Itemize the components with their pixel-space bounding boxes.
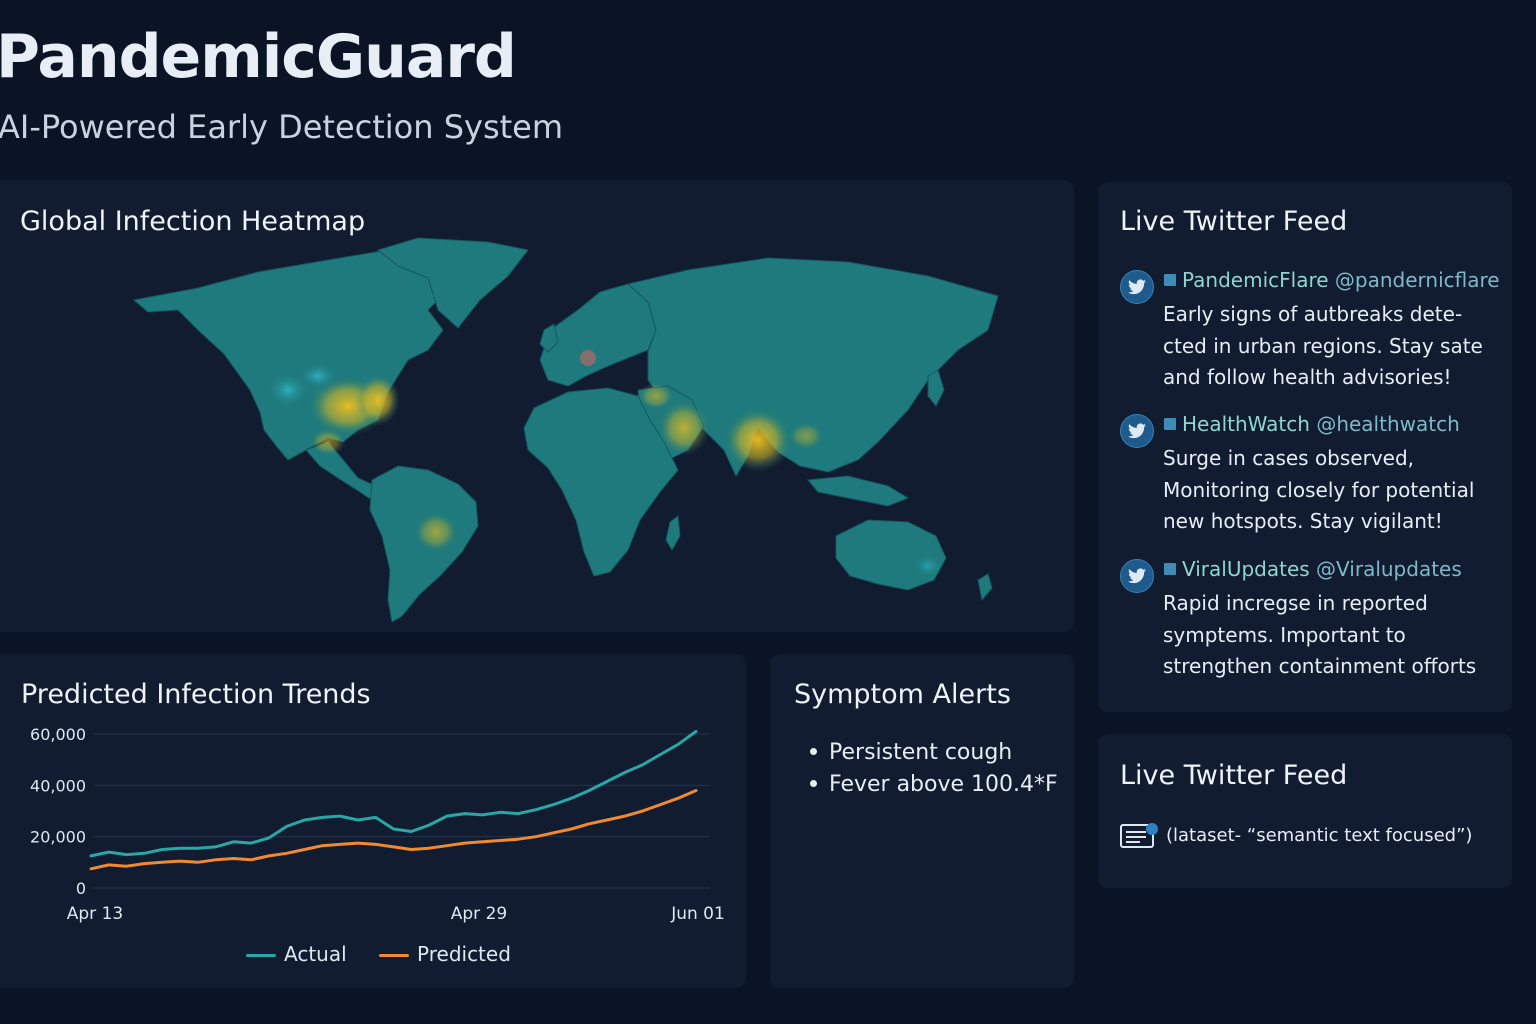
southeast-asia-region[interactable] [807,475,910,507]
new-zealand-region[interactable] [977,573,993,602]
feed-dataset-text: (lataset- “semantic text focused”) [1166,825,1473,846]
symptom-item-label: Persistent cough [829,740,1013,765]
bullet-icon [810,747,817,755]
tweet-author[interactable]: ViralUpdates [1182,557,1310,581]
legend-actual-label: Actual [284,942,347,966]
north-america-region[interactable] [132,249,459,461]
symptom-alerts-title: Symptom Alerts [794,679,1011,710]
twitter-bird-icon [1120,270,1154,304]
y-tick-label: 0 [76,879,86,898]
trends-card: Predicted Infection Trends 60,000 40,000 2… [0,654,746,988]
document-icon [1120,823,1158,848]
tweet-text: Rapid incregse in reported symptems. Imp… [1163,591,1477,678]
tweet-text: Early signs of autbreaks dete-cted in ur… [1163,302,1483,389]
app-subtitle: AI-Powered Early Detection System [0,108,564,146]
tweet-header: HealthWatch @healthwatch [1164,412,1460,436]
tweet-text: Surge in cases observed, Monitoring clos… [1163,446,1475,533]
twitter-bird-icon [1120,559,1154,593]
trends-title: Predicted Infection Trends [21,679,371,710]
tweet-header: ViralUpdates @Viralupdates [1164,557,1462,581]
madagascar-region[interactable] [665,515,681,551]
chart-legend: Actual Predicted [246,942,511,966]
legend-actual[interactable]: Actual [246,942,347,966]
x-tick-label: Apr 13 [67,904,123,924]
y-tick-label: 20,000 [30,828,86,847]
heatmap-card: Global Infection Heatmap [0,180,1074,632]
tweet-author[interactable]: PandemicFlare [1182,268,1329,292]
europe-region[interactable] [539,283,657,387]
twitter-feed-title: Live Twitter Feed [1120,760,1348,791]
twitter-feed-card: Live Twitter Feed PandemicFlare @pandern… [1098,182,1512,712]
legend-predicted[interactable]: Predicted [379,942,511,966]
verified-badge-icon [1164,418,1176,430]
tweet-header: PandemicFlare @pandernicflare [1164,268,1500,292]
trend-chart[interactable]: 60,000 40,000 20,000 0 Apr 13 Apr 29 Jun 01 [0,654,746,988]
symptom-alerts-card: Symptom Alerts Persistent cough Fever ab… [770,654,1074,988]
legend-predicted-label: Predicted [417,942,511,966]
series-line-actual [89,729,698,858]
japan-region[interactable] [927,369,945,407]
y-tick-label: 60,000 [30,725,86,744]
bullet-icon [810,779,817,787]
legend-swatch-actual [246,954,276,957]
feed-dataset-row[interactable]: (lataset- “semantic text focused”) [1120,822,1472,850]
symptom-item: Persistent cough [794,737,1058,769]
x-tick-label: Apr 29 [451,904,507,924]
twitter-bird-icon [1120,414,1154,448]
greenland-region[interactable] [376,237,529,329]
y-tick-label: 40,000 [30,776,86,795]
twitter-feed-card-secondary: Live Twitter Feed (lataset- “semantic te… [1098,734,1512,888]
verified-badge-icon [1164,274,1176,286]
app-title: PandemicGuard [0,22,517,92]
twitter-feed-title: Live Twitter Feed [1120,206,1348,237]
world-heatmap[interactable] [0,180,1074,632]
symptom-list: Persistent cough Fever above 100.4*F [794,737,1058,801]
tweet-author[interactable]: HealthWatch [1182,412,1310,436]
tweet-handle[interactable]: @Viralupdates [1316,557,1462,581]
legend-swatch-predicted [379,954,410,957]
tweet-handle[interactable]: @pandernicflare [1334,268,1500,292]
tweet-handle[interactable]: @healthwatch [1316,412,1460,436]
symptom-item: Fever above 100.4*F [794,769,1058,801]
uk-region[interactable] [539,323,559,353]
symptom-item-label: Fever above 100.4*F [829,772,1058,797]
series-line-predicted [89,789,698,871]
heatmap-title: Global Infection Heatmap [20,206,366,237]
hotspots [266,350,944,578]
verified-badge-icon [1164,563,1176,575]
x-tick-label: Jun 01 [670,904,725,924]
